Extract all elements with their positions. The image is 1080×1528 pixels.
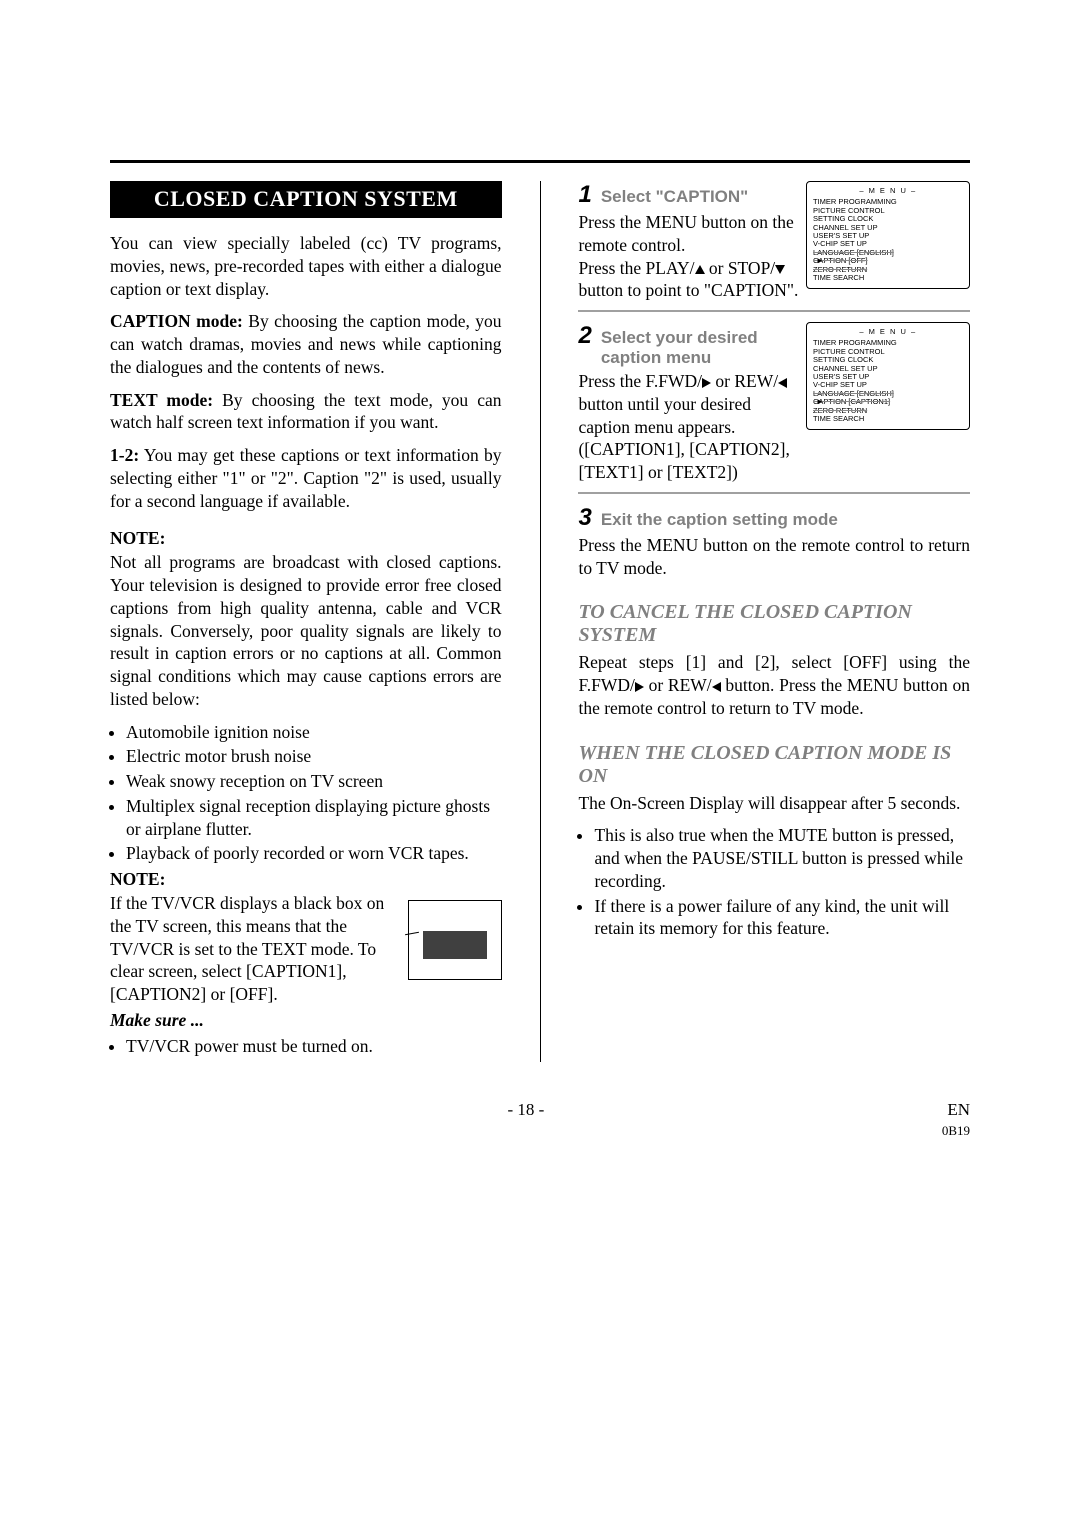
right-icon (702, 378, 711, 388)
right-column: 1 Select "CAPTION" Press the MENU button … (578, 181, 970, 1062)
list-item: Weak snowy reception on TV screen (126, 770, 502, 793)
list-item: If there is a power failure of any kind,… (594, 895, 970, 941)
menu-pointer-icon: ► (816, 257, 824, 266)
caption-mode-para: CAPTION mode: By choosing the caption mo… (110, 310, 502, 378)
step-2-body-1: Press the F.FWD/ or REW/ button until yo… (578, 370, 800, 438)
footer-lang: EN (947, 1100, 970, 1119)
step-1: 1 Select "CAPTION" Press the MENU button … (578, 181, 970, 302)
footer-code: 0B19 (942, 1123, 970, 1138)
note-heading-2: NOTE: (110, 869, 502, 890)
down-icon (775, 265, 785, 274)
manual-page: CLOSED CAPTION SYSTEM You can view speci… (0, 0, 1080, 1200)
step-number: 2 (578, 322, 591, 350)
note-heading-1: NOTE: (110, 528, 502, 549)
step-3-body: Press the MENU button on the remote cont… (578, 534, 970, 580)
signal-conditions-list: Automobile ignition noise Electric motor… (126, 721, 502, 866)
note-2-wrap: If the TV/VCR displays a black box on th… (110, 892, 502, 1006)
section-header: CLOSED CAPTION SYSTEM (110, 181, 502, 218)
list-item: Electric motor brush noise (126, 745, 502, 768)
step-1-body-2: Press the PLAY/ or STOP/ button to point… (578, 257, 800, 303)
list-item: Multiplex signal reception displaying pi… (126, 795, 502, 841)
step-2-body-2: ([CAPTION1], [CAPTION2], [TEXT1] or [TEX… (578, 438, 800, 484)
right-icon (635, 682, 644, 692)
step-number: 1 (578, 181, 591, 209)
step-number: 3 (578, 504, 591, 532)
osd-menu-2: – M E N U – TIMER PROGRAMMING PICTURE CO… (806, 322, 970, 430)
two-column-layout: CLOSED CAPTION SYSTEM You can view speci… (110, 181, 970, 1062)
make-sure-list: TV/VCR power must be turned on. (126, 1035, 502, 1058)
grey-divider (578, 310, 970, 312)
osd-menu-1: – M E N U – TIMER PROGRAMMING PICTURE CO… (806, 181, 970, 289)
top-rule (110, 160, 970, 163)
menu-pointer-icon: ► (816, 398, 824, 407)
list-item: This is also true when the MUTE button i… (594, 824, 970, 892)
list-item: Playback of poorly recorded or worn VCR … (126, 842, 502, 865)
grey-divider (578, 492, 970, 494)
one-two-para: 1-2: You may get these captions or text … (110, 444, 502, 512)
step-3: 3 Exit the caption setting mode Press the… (578, 504, 970, 580)
cancel-body: Repeat steps [1] and [2], select [OFF] u… (578, 651, 970, 719)
leader-line (405, 932, 419, 935)
list-item: TV/VCR power must be turned on. (126, 1035, 502, 1058)
step-1-body-1: Press the MENU button on the remote cont… (578, 211, 800, 257)
left-column: CLOSED CAPTION SYSTEM You can view speci… (110, 181, 502, 1062)
intro-text: You can view specially labeled (cc) TV p… (110, 232, 502, 300)
left-icon (712, 682, 721, 692)
make-sure-heading: Make sure ... (110, 1010, 502, 1031)
cancel-heading: TO CANCEL THE CLOSED CAPTION SYSTEM (578, 601, 970, 647)
step-title: Select "CAPTION" (601, 187, 748, 207)
page-number: - 18 - (508, 1100, 545, 1140)
text-mode-para: TEXT mode: By choosing the text mode, yo… (110, 389, 502, 435)
black-box-fill (423, 931, 487, 959)
up-icon (695, 265, 705, 274)
step-title: Exit the caption setting mode (601, 510, 838, 530)
step-2: 2 Select your desired caption menu Press … (578, 322, 970, 484)
when-on-body: The On-Screen Display will disappear aft… (578, 792, 970, 815)
list-item: Automobile ignition noise (126, 721, 502, 744)
left-icon (778, 378, 787, 388)
note-1-body: Not all programs are broadcast with clos… (110, 551, 502, 710)
when-on-heading: WHEN THE CLOSED CAPTION MODE IS ON (578, 742, 970, 788)
black-box-diagram (408, 900, 502, 980)
column-divider (540, 181, 541, 1062)
note-2-body: If the TV/VCR displays a black box on th… (110, 892, 400, 1006)
when-on-list: This is also true when the MUTE button i… (594, 824, 970, 940)
page-footer: - 18 - EN 0B19 (110, 1100, 970, 1140)
step-title: Select your desired caption menu (601, 328, 800, 368)
